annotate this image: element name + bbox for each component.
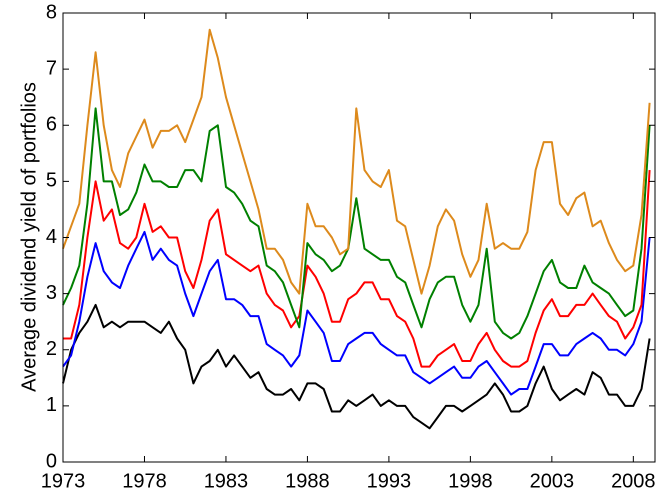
y-tick-label: 3 [46,282,57,304]
y-axis-label: Average dividend yield of portfolios [18,82,40,392]
plot-frame [62,12,656,463]
data-line [62,303,651,430]
y-tick-label: 8 [46,1,57,23]
x-tick-label: 2003 [530,470,575,492]
y-tick-label: 2 [46,338,57,360]
x-tick-label: 1983 [204,470,249,492]
x-tick-label: 1988 [285,470,330,492]
x-tick-label: 1998 [448,470,493,492]
y-tick-label: 4 [46,226,57,248]
data-line [62,230,651,396]
y-tick-label: 6 [46,114,57,136]
x-tick-label: 1993 [367,470,412,492]
y-tick-label: 5 [46,170,57,192]
y-tick-label: 0 [46,450,57,472]
x-tick-label: 1978 [122,470,167,492]
y-tick-label: 1 [46,394,57,416]
x-tick-label: 2008 [611,470,656,492]
x-tick-label: 1973 [41,470,86,492]
y-tick-label: 7 [46,57,57,79]
data-line [63,170,651,368]
data-line [62,28,651,295]
data-line [62,107,651,340]
